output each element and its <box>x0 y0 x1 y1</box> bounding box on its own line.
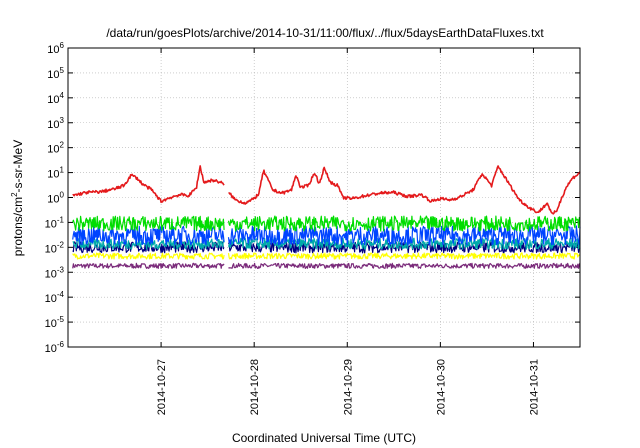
series-lines <box>72 165 581 269</box>
y-tick-label: 100 <box>47 191 64 206</box>
y-tick-label: 10-1 <box>45 215 65 230</box>
x-tick-label: 2014-10-27 <box>156 359 168 415</box>
x-tick-label: 2014-10-29 <box>342 359 354 415</box>
x-tick-label: 2014-10-30 <box>435 359 447 415</box>
series-line-0 <box>72 165 581 215</box>
y-tick-label: 103 <box>47 116 64 131</box>
series-line-1 <box>72 215 581 232</box>
series-line-2 <box>72 225 581 246</box>
plot-frame <box>67 47 581 348</box>
x-tick-label: 2014-10-31 <box>528 359 540 415</box>
chart-title: /data/run/goesPlots/archive/2014-10-31/1… <box>106 26 544 40</box>
y-tick-label: 10-3 <box>45 265 65 280</box>
y-axis-label: protons/cm2-s-sr-MeV <box>10 140 25 256</box>
y-tick-label: 102 <box>47 141 64 156</box>
grid <box>68 47 580 348</box>
series-line-5 <box>72 252 581 260</box>
x-tick-labels: 2014-10-27 2014-10-28 2014-10-29 2014-10-30… <box>156 359 540 415</box>
y-tick-label: 10-4 <box>45 290 65 305</box>
y-tick-label: 10-5 <box>45 315 65 330</box>
x-tick-label: 2014-10-28 <box>249 359 261 415</box>
y-tick-label: 101 <box>47 166 64 181</box>
y-tick-label: 10-2 <box>45 240 65 255</box>
series-line-6 <box>72 262 581 269</box>
y-tick-label: 105 <box>47 66 64 81</box>
y-tick-label: 10-6 <box>45 340 65 355</box>
x-axis-label: Coordinated Universal Time (UTC) <box>232 431 416 445</box>
y-tick-label: 104 <box>47 91 64 106</box>
y-tick-labels: 106 105 104 103 102 101 100 10-1 10-2 10-3 10-4 10-… <box>45 41 65 355</box>
y-tick-label: 106 <box>47 41 64 56</box>
